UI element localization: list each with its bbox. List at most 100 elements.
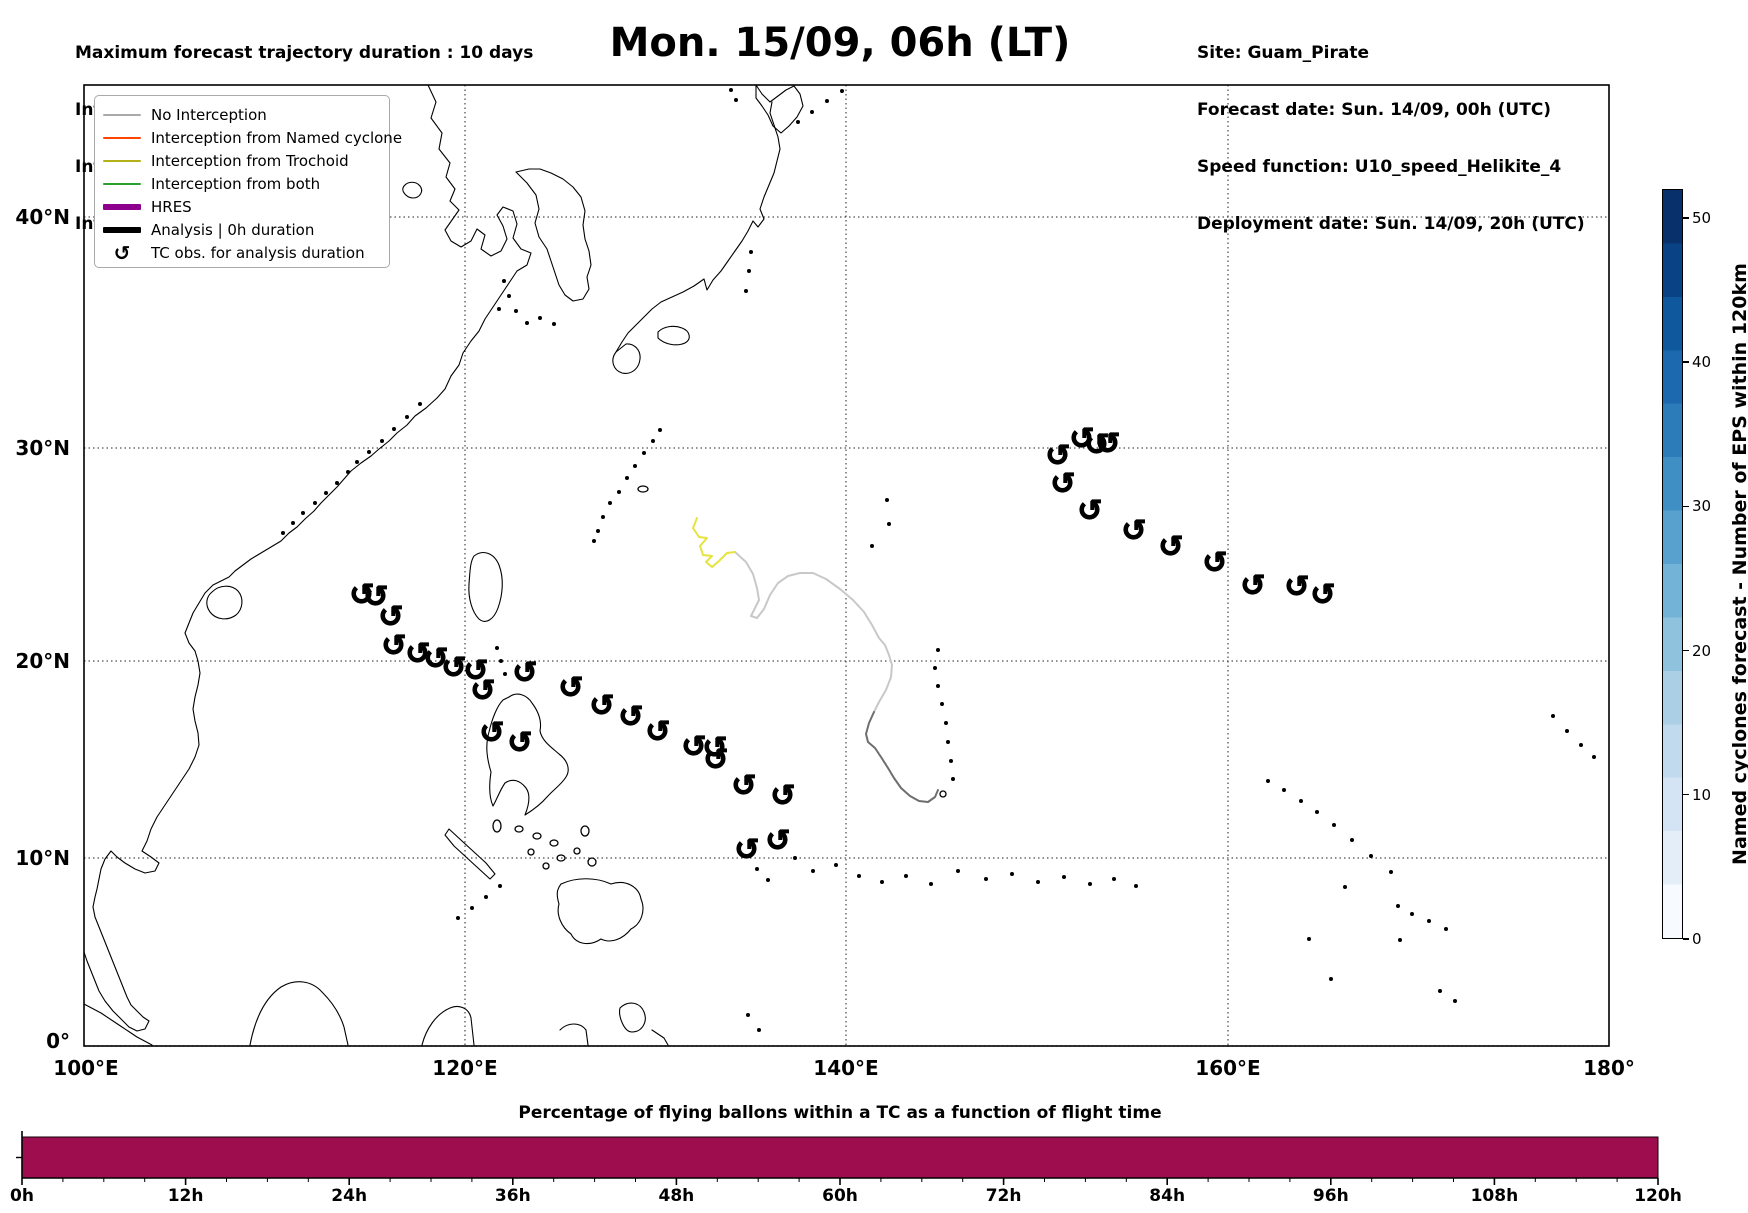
tc-obs-symbol: ↺ — [703, 743, 728, 778]
island-dot — [596, 529, 600, 533]
island-dot — [1453, 999, 1457, 1003]
legend-item: Analysis | 0h duration — [103, 218, 381, 241]
coast-taiwan — [468, 552, 503, 622]
island-dot — [796, 120, 800, 124]
island-dot — [940, 702, 944, 706]
trajectory-no-interception-light — [734, 551, 893, 713]
bottom-chart-title: Percentage of flying ballons within a TC… — [518, 1103, 1162, 1123]
island-dot — [825, 99, 829, 103]
coast-sulawesi-moluccas — [421, 1002, 669, 1046]
island-blob — [549, 839, 559, 847]
tc-obs-symbol-icon: ↺ — [103, 243, 141, 263]
colorbar-tick-label: 40 — [1692, 353, 1712, 372]
island-blob — [492, 819, 502, 833]
legend-item: ↺ TC obs. for analysis duration — [103, 241, 381, 264]
tc-obs-symbol: ↺ — [405, 637, 430, 672]
x-axis-tick-label: 180° — [1583, 1056, 1635, 1080]
tc-obs-symbol: ↺ — [589, 689, 614, 724]
bottom-chart-tick-label: 48h — [658, 1186, 695, 1206]
tc-obs-symbol: ↺ — [1121, 514, 1146, 549]
legend-item: Interception from both — [103, 172, 381, 195]
island-dot — [633, 464, 637, 468]
lake-khanka — [402, 181, 423, 199]
tc-obs-symbol: ↺ — [1284, 570, 1309, 605]
island-dot — [1350, 838, 1354, 842]
tc-obs-symbol: ↺ — [507, 726, 532, 761]
island-dot — [281, 531, 285, 535]
tc-obs-symbol: ↺ — [363, 580, 388, 615]
tc-obs-symbol: ↺ — [1202, 546, 1227, 581]
figure-title: Mon. 15/09, 06h (LT) — [609, 20, 1071, 66]
coast-japan-hokkaido — [755, 84, 804, 134]
tc-obs-symbol: ↺ — [765, 824, 790, 859]
colorbar-tick-mark — [1683, 361, 1689, 363]
colorbar-tick-mark — [1683, 794, 1689, 796]
legend-line — [103, 226, 141, 233]
island-dot — [608, 501, 612, 505]
trajectories-layer — [692, 517, 939, 803]
bottom-chart-tick-label: 60h — [822, 1186, 858, 1206]
coast-mindanao — [556, 878, 644, 945]
island-dot — [944, 721, 948, 725]
island-dot — [1332, 823, 1336, 827]
island-dot — [951, 777, 955, 781]
island-dot — [1551, 714, 1555, 718]
bottom-chart-tick-label: 36h — [494, 1186, 531, 1206]
tc-obs-symbol: ↺ — [423, 642, 448, 677]
coast-japan-shikoku — [657, 325, 690, 346]
tc-obs-symbol: ↺ — [463, 654, 488, 689]
island-dot — [592, 539, 596, 543]
island-dot — [1315, 810, 1319, 814]
tc-obs-symbol: ↺ — [1310, 578, 1335, 613]
colorbar-tick-mark — [1683, 505, 1689, 507]
island-dot — [405, 415, 409, 419]
map-frame — [83, 84, 1610, 1047]
coast-luzon — [486, 693, 569, 816]
tc-obs-symbol: ↺ — [702, 731, 727, 766]
island-dot — [734, 98, 738, 102]
island-dot — [857, 874, 861, 878]
island-dot — [946, 740, 950, 744]
legend-line — [103, 182, 141, 185]
site-line: Site: Guam_Pirate — [1197, 43, 1369, 63]
legend-line-swatch — [103, 136, 141, 139]
island-dot — [1444, 927, 1448, 931]
island-dot — [514, 309, 518, 313]
island-dot — [1398, 938, 1402, 942]
island-dot — [418, 402, 422, 406]
island-dot — [887, 522, 891, 526]
tc-obs-symbol: ↺ — [681, 730, 706, 765]
coast-hainan — [206, 585, 243, 620]
legend-line-swatch — [103, 159, 141, 162]
island-dot — [525, 321, 529, 325]
x-axis-tick-label: 140°E — [813, 1056, 879, 1080]
island-dot — [811, 869, 815, 873]
island-dot — [503, 672, 507, 676]
island-dot — [1579, 743, 1583, 747]
tc-obs-symbol: ↺ — [734, 833, 759, 868]
island-dot — [749, 250, 753, 254]
tc-obs-symbol: ↺ — [349, 578, 374, 613]
map-legend: No Interception Interception from Named c… — [94, 95, 402, 268]
y-axis-tick-label: 40°N — [15, 205, 70, 229]
tc-obs-symbol: ↺ — [1095, 427, 1120, 462]
island-dot — [984, 877, 988, 881]
y-axis-tick-label: 20°N — [15, 649, 70, 673]
island-blob — [514, 825, 524, 833]
island-dot — [793, 856, 797, 860]
bottom-chart-tick-label: 84h — [1149, 1186, 1186, 1206]
island-dot — [1389, 870, 1393, 874]
legend-item-label: Analysis | 0h duration — [151, 220, 315, 239]
island-dot — [392, 427, 396, 431]
island-blob — [637, 485, 649, 493]
coast-palawan — [444, 828, 496, 880]
island-dot — [552, 322, 556, 326]
bottom-chart-tick-label: 96h — [1312, 1186, 1349, 1206]
bottom-chart-tick-label: 108h — [1470, 1186, 1519, 1206]
island-dot — [313, 501, 317, 505]
legend-line — [103, 159, 141, 162]
island-dot — [757, 1028, 761, 1032]
island-dot — [335, 481, 339, 485]
legend-line — [103, 113, 141, 116]
tc-obs-symbol: ↺ — [1045, 439, 1070, 474]
